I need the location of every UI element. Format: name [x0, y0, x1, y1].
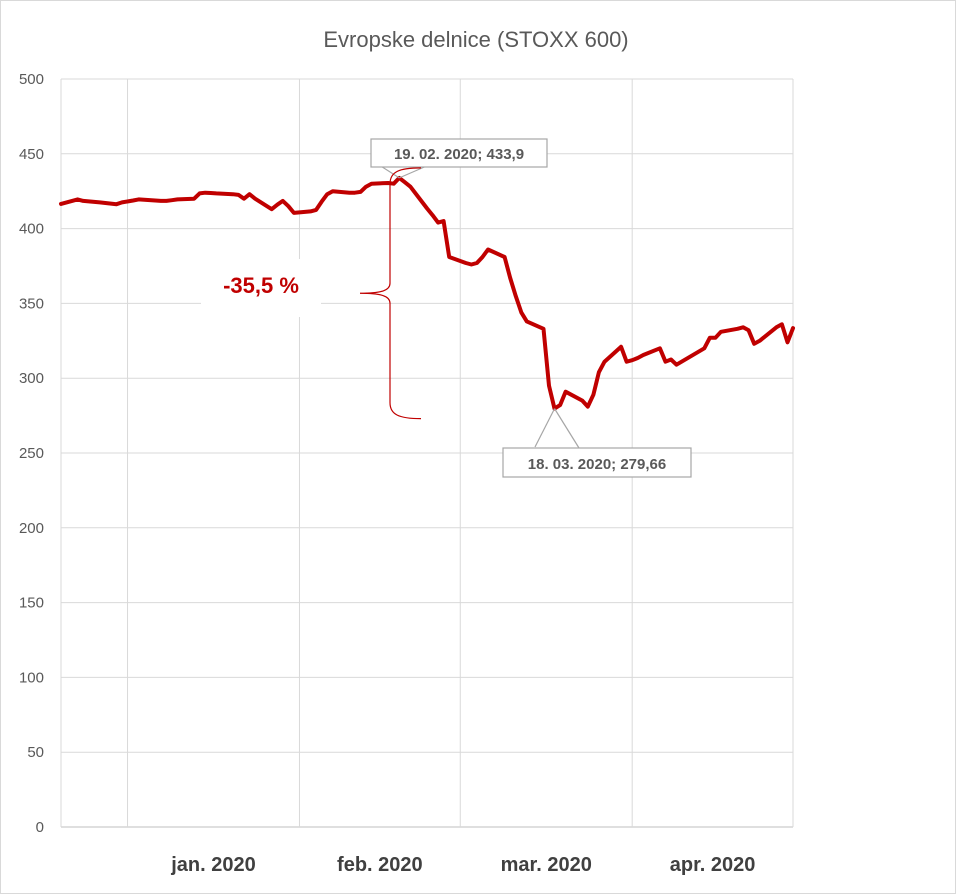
stoxx600-line	[59, 175, 795, 411]
pct-label-bg	[201, 259, 321, 317]
xtick-label: jan. 2020	[170, 854, 256, 876]
ytick-label: 350	[19, 295, 44, 312]
chart-title: Evropske delnice (STOXX 600)	[323, 27, 628, 52]
ytick-label: 50	[27, 744, 44, 761]
ytick-label: 300	[19, 370, 44, 387]
drop-brace	[359, 167, 422, 420]
ytick-label: 150	[19, 595, 44, 612]
axes: 0 50 100 150 200 250 300 350 400 450 500 jan. 2020 f…	[19, 71, 755, 876]
ytick-label: 400	[19, 221, 44, 238]
callout-trough-leader	[554, 408, 580, 449]
ytick-label: 250	[19, 445, 44, 462]
ytick-label: 100	[19, 669, 44, 686]
callout-trough-box	[502, 447, 692, 478]
callout-trough-leader	[534, 408, 556, 448]
ytick-label: 500	[19, 71, 44, 88]
ytick-label: 0	[36, 819, 44, 836]
ytick-label: 450	[19, 146, 44, 163]
xtick-label: mar. 2020	[501, 854, 592, 876]
drop-percent-label: -35,5 %	[223, 273, 299, 298]
callout-trough-label: 18. 03. 2020; 279,66	[528, 456, 666, 473]
callout-peak-label: 19. 02. 2020; 433,9	[394, 146, 524, 163]
annotations: 19. 02. 2020; 433,9 18. 03. 2020; 279,66 -…	[201, 138, 692, 478]
xtick-label: apr. 2020	[670, 854, 756, 876]
xtick-label: feb. 2020	[337, 854, 423, 876]
ytick-label: 200	[19, 520, 44, 537]
callout-peak-box	[370, 138, 548, 168]
series-layer	[59, 175, 795, 411]
